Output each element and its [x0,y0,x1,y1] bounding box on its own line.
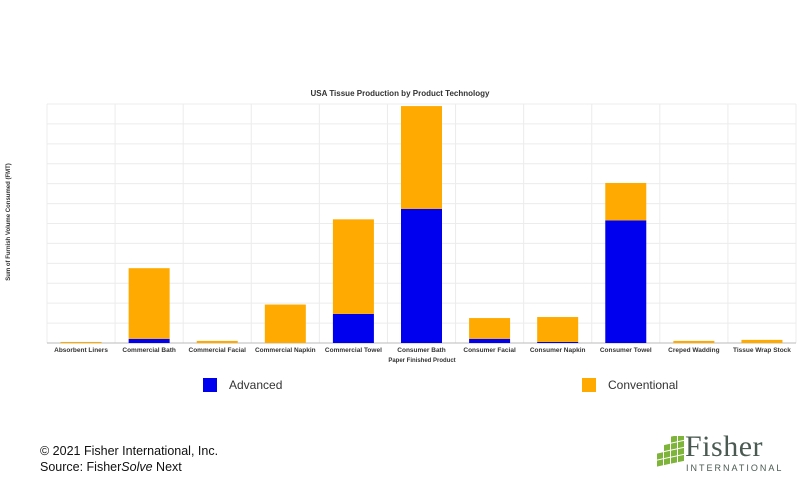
x-tick-label: Commercial Bath [122,347,175,354]
x-tick-label: Commercial Towel [325,347,382,354]
bar-conventional-consumer-bath [401,106,442,209]
bar-conventional-consumer-napkin [537,317,579,342]
footer-credits: © 2021 Fisher International, Inc. Source… [40,443,218,475]
bar-conventional-absorbent-liners [60,341,102,343]
logo-subtitle: INTERNATIONAL [686,463,784,473]
bar-conventional-consumer-towel [605,182,647,221]
y-axis-label: Sum of Furnish Volume Consumed (FMT) [6,163,12,281]
fisher-logo-mark-icon [657,436,684,467]
x-tick-label: Absorbent Liners [54,347,108,354]
bar-advanced-consumer-facial [469,338,511,343]
bar-advanced-commercial-towel [332,313,374,343]
x-tick-label: Creped Wadding [668,347,719,354]
x-tick-label: Consumer Facial [463,347,516,354]
x-tick-label: Tissue Wrap Stock [733,347,791,354]
source-suffix: Next [152,460,182,474]
x-tick-labels: Absorbent Liners Commercial Bath Commercia… [54,347,791,354]
source-italic: Solve [121,460,153,474]
chart-title: USA Tissue Production by Product Technol… [311,89,491,98]
x-tick-label: Consumer Napkin [530,347,586,354]
x-tick-label: Consumer Towel [600,347,652,354]
legend-swatch-conventional [582,378,596,392]
bar-conventional-commercial-bath [128,268,170,339]
bar-advanced-consumer-bath [401,208,442,343]
source-text: Source: FisherSolve Next [40,459,218,475]
bar-conventional-tissue-wrap-stock [741,339,783,343]
legend-label-conventional: Conventional [608,378,679,392]
fisher-logo: Fisher INTERNATIONAL [655,430,781,476]
logo-name: Fisher [685,430,763,463]
x-tick-label: Consumer Bath [397,347,445,354]
source-prefix: Source: Fisher [40,460,122,474]
bar-conventional-creped-wadding [673,340,715,343]
bar-advanced-consumer-napkin [537,341,579,343]
legend-swatch-advanced [203,378,217,392]
legend-item-advanced: Advanced [203,378,282,392]
bar-advanced-commercial-bath [128,338,170,343]
chart-bars [60,106,783,343]
bar-conventional-consumer-facial [469,318,511,339]
x-tick-label: Commercial Facial [189,347,247,354]
legend: Advanced Conventional [0,378,800,400]
bar-conventional-commercial-napkin [264,304,306,343]
bar-conventional-commercial-towel [332,219,374,314]
x-tick-label: Commercial Napkin [255,347,316,354]
legend-label-advanced: Advanced [229,378,283,392]
bar-advanced-consumer-towel [605,220,647,343]
copyright-text: © 2021 Fisher International, Inc. [40,444,219,458]
bar-conventional-commercial-facial [196,340,238,343]
x-axis-label: Paper Finished Product [388,358,455,364]
legend-item-conventional: Conventional [582,378,678,392]
